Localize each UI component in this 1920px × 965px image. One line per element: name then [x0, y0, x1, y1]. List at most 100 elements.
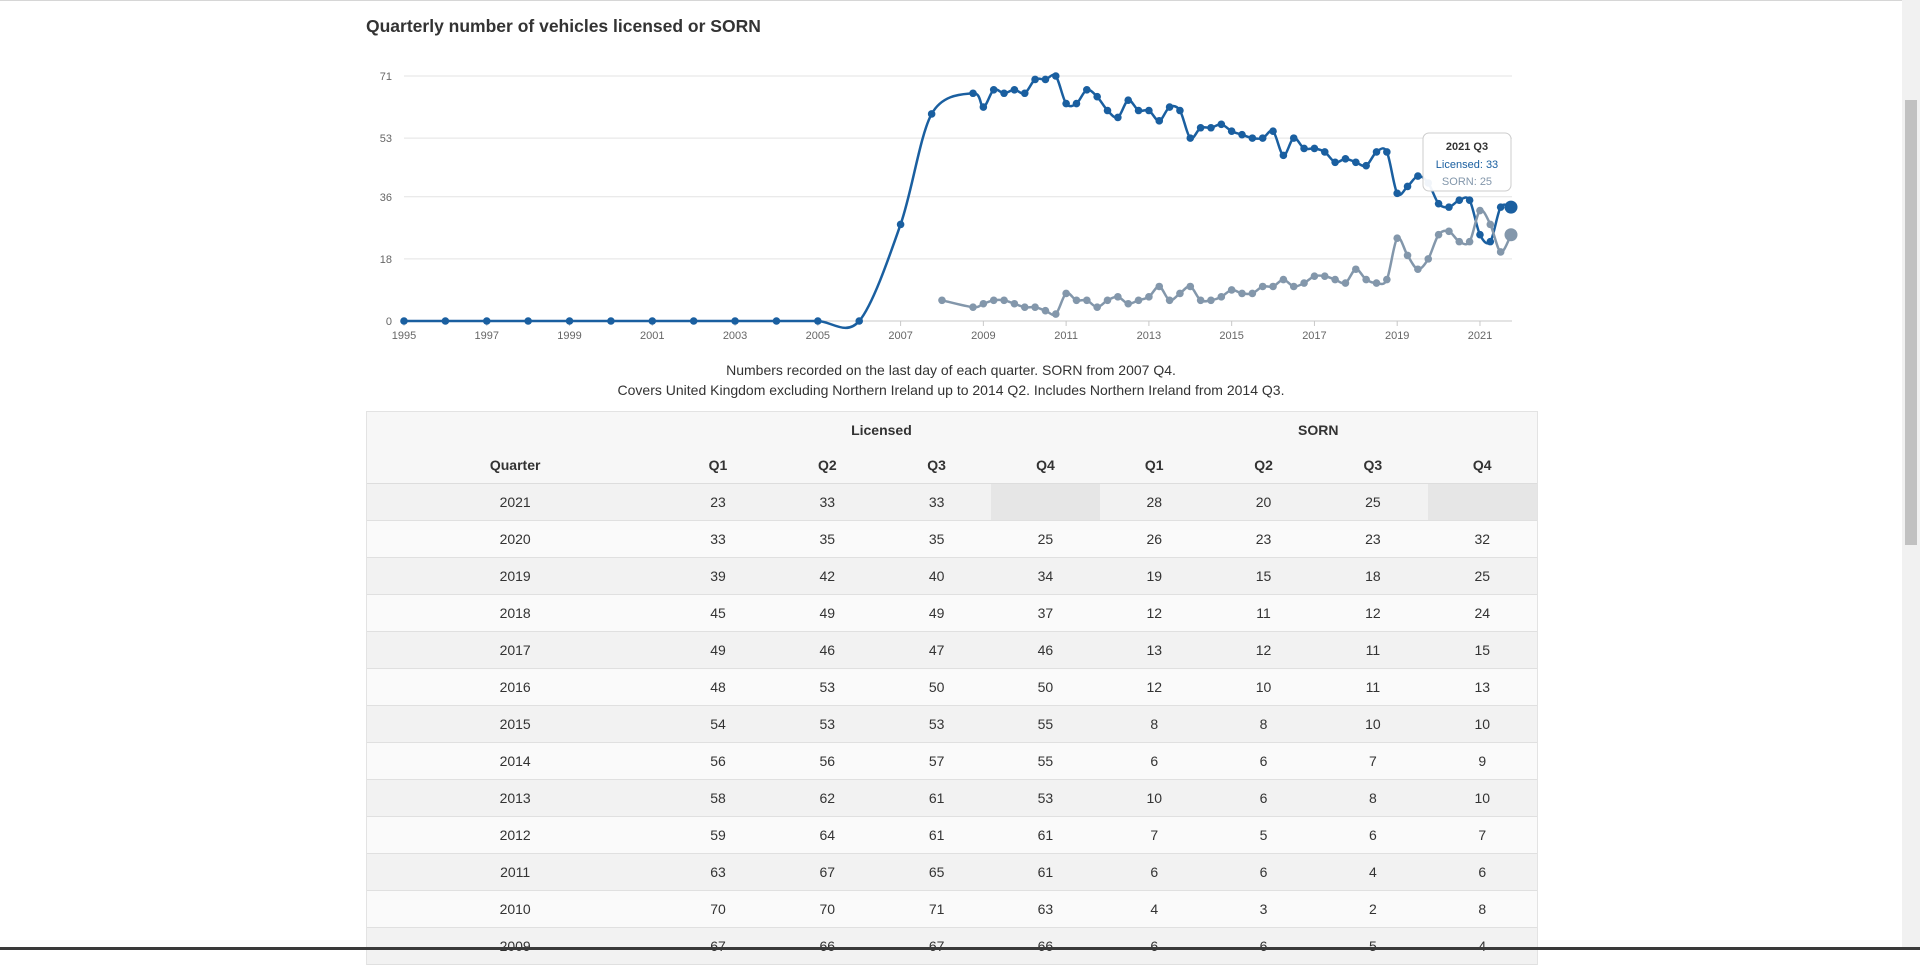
data-point-licensed[interactable]	[1300, 144, 1308, 153]
data-point-licensed[interactable]	[1155, 117, 1164, 125]
data-point-licensed[interactable]	[989, 86, 998, 94]
data-point-licensed[interactable]	[1010, 86, 1019, 94]
data-point-sorn[interactable]	[1051, 310, 1060, 318]
data-point-licensed[interactable]	[1393, 189, 1401, 198]
data-point-licensed[interactable]	[648, 317, 657, 325]
data-point-licensed[interactable]	[1269, 127, 1277, 136]
data-point-licensed[interactable]	[1320, 148, 1329, 156]
data-point-sorn[interactable]	[1445, 227, 1453, 236]
data-point-licensed[interactable]	[524, 317, 532, 325]
data-point-sorn[interactable]	[1062, 289, 1070, 298]
data-point-sorn[interactable]	[1217, 293, 1226, 301]
data-point-licensed[interactable]	[1434, 199, 1443, 208]
data-point-licensed[interactable]	[1403, 182, 1412, 191]
data-point-sorn[interactable]	[1155, 282, 1164, 291]
data-point-licensed[interactable]	[1331, 158, 1339, 167]
data-point-sorn[interactable]	[1362, 275, 1370, 284]
data-point-licensed[interactable]	[1248, 134, 1257, 142]
data-point-licensed[interactable]	[1041, 75, 1050, 84]
data-point-licensed[interactable]	[1114, 113, 1122, 122]
data-point-sorn[interactable]	[1455, 237, 1464, 246]
scrollbar-thumb[interactable]	[1905, 100, 1917, 545]
data-point-sorn[interactable]	[1352, 265, 1360, 274]
data-point-licensed[interactable]	[1124, 96, 1133, 104]
data-point-licensed[interactable]	[1176, 106, 1184, 115]
data-point-licensed[interactable]	[1031, 75, 1039, 84]
data-point-sorn[interactable]	[1310, 272, 1319, 280]
data-point-sorn[interactable]	[1248, 289, 1257, 298]
data-point-sorn[interactable]	[1072, 296, 1081, 305]
data-point-sorn[interactable]	[1124, 299, 1133, 308]
data-point-sorn[interactable]	[1269, 282, 1277, 291]
data-point-licensed[interactable]	[1341, 155, 1350, 163]
data-point-licensed[interactable]	[896, 220, 905, 229]
data-point-sorn[interactable]	[1258, 282, 1267, 291]
data-point-sorn[interactable]	[1176, 289, 1184, 298]
data-point-sorn[interactable]	[1341, 279, 1350, 287]
data-point-sorn[interactable]	[1134, 296, 1143, 305]
data-point-sorn[interactable]	[1289, 282, 1298, 291]
data-point-sorn[interactable]	[1403, 251, 1412, 260]
data-point-licensed[interactable]	[1352, 158, 1360, 167]
data-point-sorn[interactable]	[1434, 230, 1443, 239]
data-point-sorn[interactable]	[1000, 296, 1008, 305]
data-point-sorn[interactable]	[1331, 275, 1339, 284]
data-point-sorn[interactable]	[1020, 303, 1029, 311]
data-point-sorn[interactable]	[969, 303, 977, 311]
data-point-sorn[interactable]	[1207, 296, 1215, 305]
data-point-licensed[interactable]	[1238, 130, 1246, 139]
data-point-licensed[interactable]	[1504, 200, 1518, 214]
data-point-licensed[interactable]	[814, 317, 822, 325]
data-point-licensed[interactable]	[1000, 89, 1008, 98]
data-point-licensed[interactable]	[565, 317, 574, 325]
data-point-sorn[interactable]	[1093, 303, 1101, 311]
data-point-licensed[interactable]	[731, 317, 739, 325]
data-point-licensed[interactable]	[979, 103, 988, 111]
data-point-licensed[interactable]	[1362, 161, 1370, 170]
data-point-sorn[interactable]	[1393, 234, 1401, 242]
data-point-licensed[interactable]	[1093, 92, 1101, 101]
data-point-sorn[interactable]	[1083, 296, 1091, 305]
data-point-licensed[interactable]	[1145, 106, 1153, 115]
data-point-sorn[interactable]	[1114, 293, 1122, 301]
data-point-sorn[interactable]	[1504, 228, 1518, 242]
data-point-licensed[interactable]	[1476, 230, 1484, 239]
data-point-licensed[interactable]	[1103, 106, 1112, 115]
data-point-sorn[interactable]	[1383, 275, 1391, 284]
data-point-licensed[interactable]	[1062, 99, 1070, 108]
data-point-licensed[interactable]	[1227, 127, 1236, 136]
data-point-licensed[interactable]	[1051, 72, 1060, 80]
data-point-licensed[interactable]	[441, 317, 450, 325]
data-point-licensed[interactable]	[689, 317, 698, 325]
data-point-licensed[interactable]	[1372, 148, 1381, 156]
data-point-sorn[interactable]	[1196, 296, 1205, 305]
data-point-sorn[interactable]	[1476, 206, 1484, 215]
data-point-licensed[interactable]	[1486, 237, 1495, 246]
data-point-sorn[interactable]	[938, 296, 946, 305]
data-point-licensed[interactable]	[1207, 123, 1215, 132]
data-point-licensed[interactable]	[1465, 196, 1474, 205]
data-point-licensed[interactable]	[1445, 203, 1453, 211]
data-point-licensed[interactable]	[1310, 144, 1319, 153]
data-point-licensed[interactable]	[1196, 123, 1205, 132]
data-point-sorn[interactable]	[1165, 296, 1174, 305]
data-point-sorn[interactable]	[1145, 293, 1153, 301]
data-point-licensed[interactable]	[1072, 99, 1081, 108]
data-point-licensed[interactable]	[1258, 134, 1267, 142]
data-point-licensed[interactable]	[1455, 196, 1464, 205]
data-point-licensed[interactable]	[607, 317, 615, 325]
data-point-sorn[interactable]	[1486, 220, 1495, 229]
data-point-sorn[interactable]	[1041, 306, 1050, 315]
data-point-sorn[interactable]	[1320, 272, 1329, 280]
data-point-licensed[interactable]	[772, 317, 781, 325]
data-point-sorn[interactable]	[1031, 303, 1039, 311]
data-point-licensed[interactable]	[927, 110, 936, 118]
data-point-licensed[interactable]	[1134, 106, 1143, 115]
data-point-sorn[interactable]	[1103, 296, 1112, 305]
data-point-licensed[interactable]	[969, 89, 977, 98]
data-point-licensed[interactable]	[1186, 134, 1195, 142]
data-point-licensed[interactable]	[1217, 120, 1226, 129]
data-point-sorn[interactable]	[1496, 248, 1505, 256]
data-point-sorn[interactable]	[1227, 286, 1236, 294]
data-point-licensed[interactable]	[1083, 86, 1091, 94]
